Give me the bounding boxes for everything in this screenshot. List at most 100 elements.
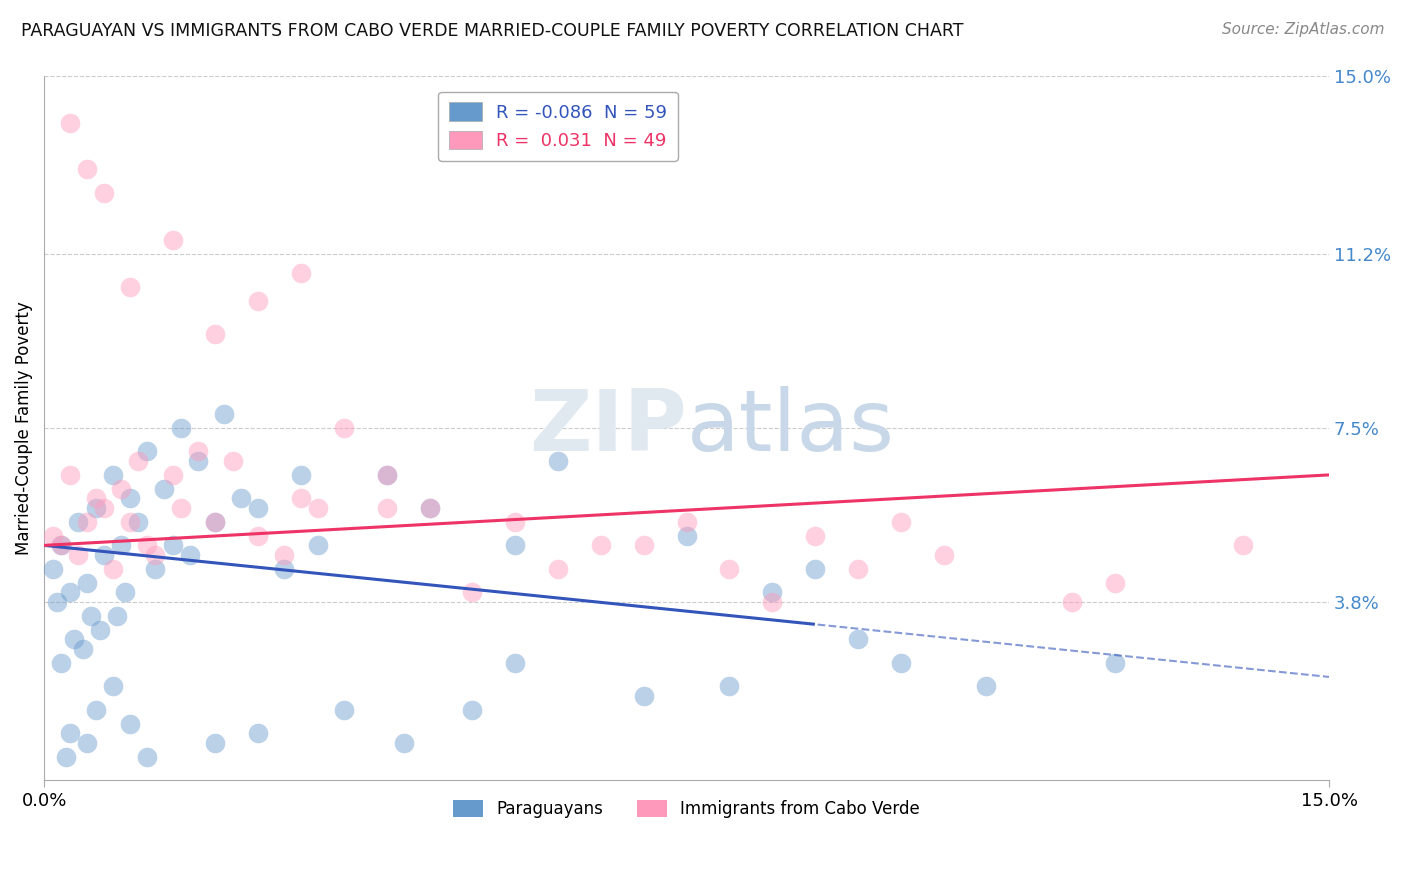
Point — [375, 467, 398, 482]
Point — [162, 538, 184, 552]
Point — [72, 641, 94, 656]
Point — [333, 421, 356, 435]
Point — [59, 726, 82, 740]
Point — [67, 548, 90, 562]
Text: Source: ZipAtlas.com: Source: ZipAtlas.com — [1222, 22, 1385, 37]
Point — [179, 548, 201, 562]
Point — [1104, 656, 1126, 670]
Point — [153, 482, 176, 496]
Point — [135, 749, 157, 764]
Point — [890, 515, 912, 529]
Point — [675, 515, 697, 529]
Point — [503, 656, 526, 670]
Point — [170, 421, 193, 435]
Point — [135, 538, 157, 552]
Point — [59, 467, 82, 482]
Point — [118, 515, 141, 529]
Point — [101, 467, 124, 482]
Point — [307, 500, 329, 515]
Point — [212, 407, 235, 421]
Point — [846, 562, 869, 576]
Point — [247, 500, 270, 515]
Point — [718, 562, 741, 576]
Point — [76, 162, 98, 177]
Point — [375, 500, 398, 515]
Point — [59, 115, 82, 129]
Point — [247, 529, 270, 543]
Point — [804, 562, 827, 576]
Point — [101, 562, 124, 576]
Point — [419, 500, 441, 515]
Point — [1104, 576, 1126, 591]
Point — [718, 679, 741, 693]
Point — [1060, 595, 1083, 609]
Point — [110, 482, 132, 496]
Point — [804, 529, 827, 543]
Point — [247, 726, 270, 740]
Point — [187, 454, 209, 468]
Point — [105, 608, 128, 623]
Point — [93, 500, 115, 515]
Point — [89, 623, 111, 637]
Point — [118, 717, 141, 731]
Point — [127, 515, 149, 529]
Point — [127, 454, 149, 468]
Point — [503, 538, 526, 552]
Point — [1232, 538, 1254, 552]
Point — [51, 538, 73, 552]
Point — [162, 467, 184, 482]
Point — [461, 585, 484, 599]
Point — [76, 515, 98, 529]
Point — [290, 491, 312, 506]
Point — [187, 444, 209, 458]
Point — [84, 500, 107, 515]
Point — [51, 656, 73, 670]
Point — [547, 454, 569, 468]
Point — [231, 491, 253, 506]
Point — [63, 632, 86, 647]
Legend: Paraguayans, Immigrants from Cabo Verde: Paraguayans, Immigrants from Cabo Verde — [447, 793, 927, 825]
Point — [110, 538, 132, 552]
Point — [162, 233, 184, 247]
Point — [41, 562, 63, 576]
Point — [976, 679, 998, 693]
Point — [55, 749, 77, 764]
Point — [114, 585, 136, 599]
Point — [221, 454, 243, 468]
Point — [273, 548, 295, 562]
Point — [333, 703, 356, 717]
Point — [84, 491, 107, 506]
Point — [145, 548, 167, 562]
Point — [204, 515, 226, 529]
Point — [101, 679, 124, 693]
Point — [93, 548, 115, 562]
Text: PARAGUAYAN VS IMMIGRANTS FROM CABO VERDE MARRIED-COUPLE FAMILY POVERTY CORRELATI: PARAGUAYAN VS IMMIGRANTS FROM CABO VERDE… — [21, 22, 963, 40]
Point — [761, 595, 783, 609]
Point — [846, 632, 869, 647]
Point — [204, 736, 226, 750]
Point — [118, 491, 141, 506]
Point — [93, 186, 115, 200]
Point — [890, 656, 912, 670]
Point — [170, 500, 193, 515]
Point — [41, 529, 63, 543]
Point — [589, 538, 612, 552]
Point — [80, 608, 103, 623]
Point — [273, 562, 295, 576]
Y-axis label: Married-Couple Family Poverty: Married-Couple Family Poverty — [15, 301, 32, 555]
Point — [932, 548, 955, 562]
Point — [46, 595, 69, 609]
Point — [118, 280, 141, 294]
Point — [59, 585, 82, 599]
Text: atlas: atlas — [686, 386, 894, 469]
Point — [290, 467, 312, 482]
Point — [633, 689, 655, 703]
Point — [375, 467, 398, 482]
Point — [204, 515, 226, 529]
Point — [51, 538, 73, 552]
Point — [307, 538, 329, 552]
Point — [67, 515, 90, 529]
Point — [76, 736, 98, 750]
Point — [461, 703, 484, 717]
Point — [503, 515, 526, 529]
